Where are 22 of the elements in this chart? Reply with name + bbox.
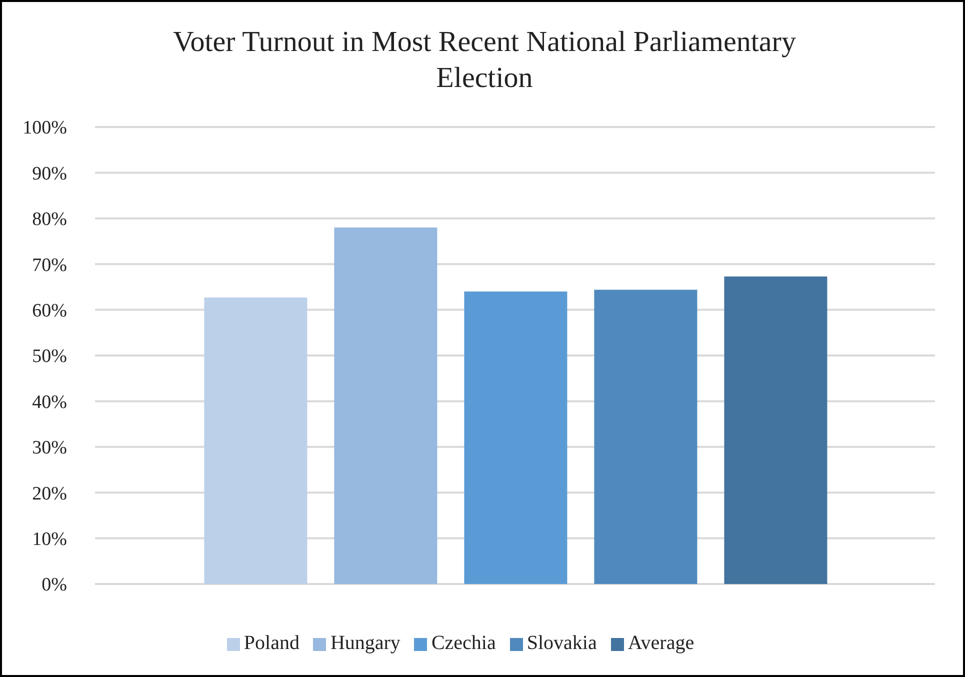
y-tick-label: 10% <box>32 529 68 550</box>
bar <box>464 292 568 584</box>
y-tick-label: 50% <box>32 346 68 368</box>
y-tick-label: 30% <box>32 438 68 459</box>
legend-label: Slovakia <box>526 632 597 654</box>
y-tick-label: 20% <box>32 483 68 504</box>
bar <box>204 297 308 584</box>
y-tick-label: 100% <box>22 118 68 139</box>
legend-label: Average <box>628 632 694 654</box>
legend-label: Hungary <box>330 632 400 654</box>
y-tick-label: 90% <box>32 163 68 184</box>
bar <box>594 290 698 584</box>
y-tick-label: 70% <box>32 254 68 276</box>
bar <box>334 228 438 584</box>
chart-title: Voter Turnout in Most Recent National Parliamentary Election <box>172 25 797 96</box>
bar <box>724 276 828 584</box>
y-tick-label: 0% <box>42 574 68 596</box>
y-tick-label: 40% <box>32 392 68 413</box>
y-tick-label: 60% <box>32 300 68 322</box>
y-tick-label: 80% <box>32 209 68 230</box>
legend-label: Poland <box>244 632 300 654</box>
legend-label: Czechia <box>431 632 496 654</box>
